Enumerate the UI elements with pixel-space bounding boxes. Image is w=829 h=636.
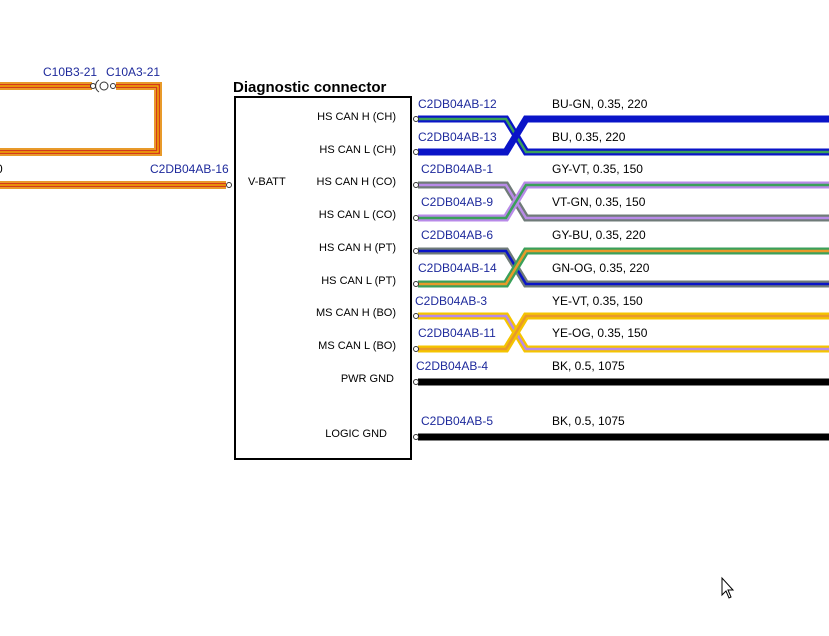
wire-spec: GY-VT, 0.35, 150 xyxy=(552,162,643,176)
pin-terminal xyxy=(413,379,419,385)
pin-label: MS CAN L (BO) xyxy=(318,340,396,352)
connector-title: Diagnostic connector xyxy=(233,79,387,96)
wire-spec: GY-BU, 0.35, 220 xyxy=(552,228,646,242)
mouse-cursor-icon xyxy=(721,576,735,599)
wire-1 xyxy=(418,115,829,156)
wire-7 xyxy=(418,312,829,353)
diagnostic-connector-box xyxy=(234,96,412,460)
wire-spec: BU-GN, 0.35, 220 xyxy=(552,97,648,111)
pin-row: HS CAN H (PT) C2DB04AB-6 GY-BU, 0.35, 22… xyxy=(319,228,646,254)
vbatt-connector-label: C2DB04AB-16 xyxy=(150,162,229,176)
pin-label: HS CAN H (CH) xyxy=(317,111,396,123)
pin-terminal xyxy=(413,281,419,287)
pin-connector-ref: C2DB04AB-6 xyxy=(421,228,493,242)
pin-row: PWR GND C2DB04AB-4 BK, 0.5, 1075 xyxy=(341,359,625,385)
pin-row: HS CAN L (PT) C2DB04AB-14 GN-OG, 0.35, 2… xyxy=(321,261,649,287)
pin-terminal xyxy=(413,313,419,319)
pin-connector-ref: C2DB04AB-11 xyxy=(418,326,496,340)
pin-terminal xyxy=(413,248,419,254)
wire-spec: YE-OG, 0.35, 150 xyxy=(552,326,648,340)
vbatt-terminal xyxy=(226,182,232,188)
wire-spec: GN-OG, 0.35, 220 xyxy=(552,261,650,275)
pin-connector-ref: C2DB04AB-9 xyxy=(421,195,493,209)
wire-spec: BU, 0.35, 220 xyxy=(552,130,626,144)
pin-label: HS CAN L (PT) xyxy=(321,275,396,287)
pin-row: HS CAN H (CH) C2DB04AB-12 BU-GN, 0.35, 2… xyxy=(317,97,648,123)
pin-row: HS CAN H (CO) C2DB04AB-1 GY-VT, 0.35, 15… xyxy=(317,162,644,188)
pin-connector-ref: C2DB04AB-1 xyxy=(421,162,493,176)
splice-label-c10a3: C10A3-21 xyxy=(106,65,160,79)
pin-label: HS CAN H (CO) xyxy=(317,176,396,188)
pin-label: MS CAN H (BO) xyxy=(316,307,396,319)
pin-terminal xyxy=(413,182,419,188)
pin-connector-ref: C2DB04AB-13 xyxy=(418,130,497,144)
vbatt-pin-label: V-BATT xyxy=(248,176,286,188)
pin-connector-ref: C2DB04AB-12 xyxy=(418,97,497,111)
pin-terminal xyxy=(413,346,419,352)
wire-spec: BK, 0.5, 1075 xyxy=(552,414,625,428)
pin-terminal xyxy=(413,215,419,221)
pin-connector-ref: C2DB04AB-4 xyxy=(416,359,488,373)
pin-terminal xyxy=(413,149,419,155)
left-cut-text: 0 xyxy=(0,162,3,176)
output-wires xyxy=(418,115,829,441)
pin-row: LOGIC GND C2DB04AB-5 BK, 0.5, 1075 xyxy=(325,414,625,440)
pin-label: LOGIC GND xyxy=(325,428,387,440)
pin-connector-ref: C2DB04AB-5 xyxy=(421,414,493,428)
vbatt-harness xyxy=(0,82,226,189)
splice-symbol xyxy=(90,79,116,93)
wire-spec: VT-GN, 0.35, 150 xyxy=(552,195,646,209)
pin-label: HS CAN L (CH) xyxy=(319,144,396,156)
pin-connector-ref: C2DB04AB-3 xyxy=(415,294,487,308)
pin-row: HS CAN L (CO) C2DB04AB-9 VT-GN, 0.35, 15… xyxy=(319,195,646,221)
pin-row: MS CAN H (BO) C2DB04AB-3 YE-VT, 0.35, 15… xyxy=(316,294,643,319)
wire-5 xyxy=(418,247,829,288)
pin-terminal xyxy=(413,116,419,122)
wire-3 xyxy=(418,181,829,222)
wire-spec: YE-VT, 0.35, 150 xyxy=(552,294,643,308)
pin-list: HS CAN H (CH) C2DB04AB-12 BU-GN, 0.35, 2… xyxy=(316,97,650,440)
pin-label: HS CAN L (CO) xyxy=(319,209,396,221)
pin-row: HS CAN L (CH) C2DB04AB-13 BU, 0.35, 220 xyxy=(319,130,625,156)
wire-spec: BK, 0.5, 1075 xyxy=(552,359,625,373)
pin-connector-ref: C2DB04AB-14 xyxy=(418,261,497,275)
pin-row: MS CAN L (BO) C2DB04AB-11 YE-OG, 0.35, 1… xyxy=(318,326,648,352)
splice-label-c10b3: C10B3-21 xyxy=(43,65,97,79)
pin-label: HS CAN H (PT) xyxy=(319,242,396,254)
pin-label: PWR GND xyxy=(341,373,394,385)
pin-terminal xyxy=(413,434,419,440)
